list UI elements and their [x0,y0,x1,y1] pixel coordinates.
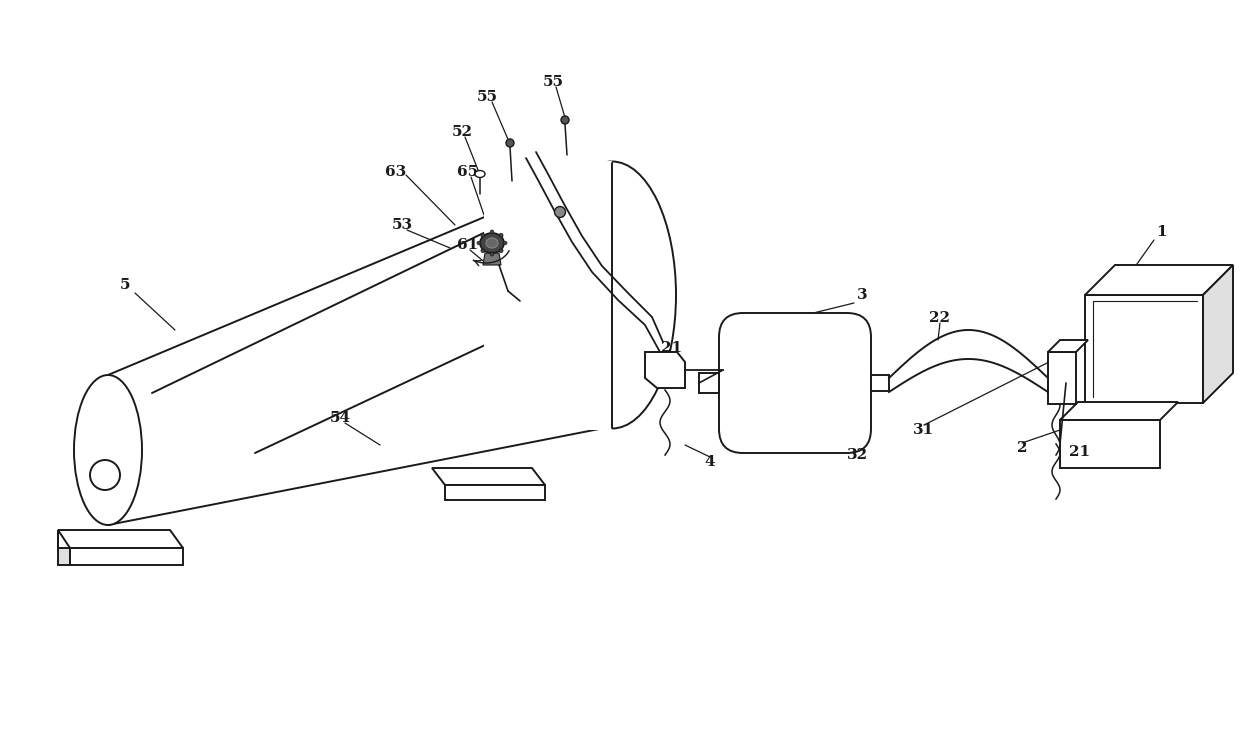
Polygon shape [870,375,889,391]
Ellipse shape [481,249,485,253]
Polygon shape [645,352,684,388]
Text: 2: 2 [1017,441,1027,455]
Polygon shape [432,468,546,485]
Polygon shape [1060,420,1159,468]
Ellipse shape [475,171,485,177]
Text: 31: 31 [914,423,935,437]
Polygon shape [484,253,501,265]
Text: 22: 22 [546,183,567,197]
Ellipse shape [500,249,503,253]
Ellipse shape [554,206,565,218]
Text: 21: 21 [661,341,682,355]
Text: 63: 63 [386,165,407,179]
Text: 1: 1 [1157,225,1167,239]
Ellipse shape [91,460,120,490]
Ellipse shape [74,375,143,525]
Text: 5: 5 [120,278,130,292]
Ellipse shape [477,241,481,245]
Polygon shape [1048,340,1087,352]
Ellipse shape [500,233,503,237]
Text: 4: 4 [704,455,715,469]
FancyBboxPatch shape [719,313,870,453]
Text: 55: 55 [542,75,563,89]
Ellipse shape [490,252,494,256]
Ellipse shape [506,139,515,147]
Text: 22: 22 [930,311,951,325]
Text: 54: 54 [330,411,351,425]
Polygon shape [445,485,546,500]
Text: 61: 61 [458,238,479,252]
Text: 53: 53 [392,218,413,232]
Text: 52: 52 [451,125,472,139]
Polygon shape [699,373,719,393]
Text: 51: 51 [506,221,527,235]
Polygon shape [1085,265,1233,295]
Text: 3: 3 [857,288,867,302]
Ellipse shape [480,233,503,253]
Polygon shape [69,548,184,565]
Text: 65: 65 [458,165,479,179]
Polygon shape [1048,373,1066,393]
Polygon shape [1060,402,1178,420]
Text: 55: 55 [476,90,497,104]
Polygon shape [58,530,69,565]
Polygon shape [1085,295,1203,403]
Polygon shape [1203,265,1233,403]
Polygon shape [1048,352,1076,404]
Ellipse shape [481,233,485,237]
Text: 32: 32 [847,448,868,462]
Ellipse shape [486,238,498,248]
Ellipse shape [490,230,494,234]
Ellipse shape [560,116,569,124]
Text: 21: 21 [1069,445,1090,459]
Polygon shape [58,530,184,548]
Ellipse shape [503,241,507,245]
Bar [484,160,613,430]
Ellipse shape [548,162,676,428]
